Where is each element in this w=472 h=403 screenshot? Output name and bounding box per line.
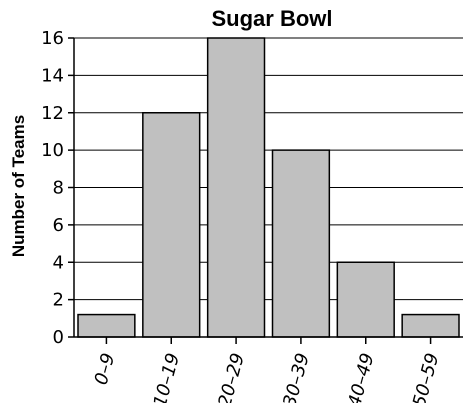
x-tick-label: 30–39 — [279, 351, 313, 403]
y-tick-label: 16 — [41, 28, 64, 49]
x-tick-label: 20–29 — [214, 351, 248, 403]
y-tick-label: 12 — [41, 103, 64, 124]
x-tick-label: 0–9 — [91, 351, 120, 387]
y-tick-label: 2 — [53, 290, 64, 311]
y-tick-labels: 0 2 4 6 8 10 12 14 16 — [41, 28, 64, 348]
x-tick-label: 50–59 — [409, 351, 443, 403]
x-tick-label: 10–19 — [150, 351, 184, 403]
bar-30-39 — [271, 149, 331, 338]
x-tick-label: 40–49 — [344, 351, 378, 403]
bar-0-9 — [77, 313, 136, 338]
y-tick-label: 4 — [53, 252, 64, 273]
y-tick-label: 6 — [53, 215, 64, 236]
bar-50-59 — [401, 313, 460, 338]
y-axis-label: Number of Teams — [9, 115, 28, 257]
axes — [68, 37, 463, 344]
chart-title: Sugar Bowl — [211, 6, 332, 31]
bar-40-49 — [336, 261, 395, 338]
bar-10-19 — [142, 112, 201, 338]
y-tick-label: 14 — [41, 65, 64, 86]
y-tick-label: 0 — [53, 327, 64, 348]
bar-20-29 — [206, 37, 266, 338]
bars — [77, 37, 460, 338]
x-tick-labels: 0–9 10–19 20–29 30–39 40–49 50–59 — [91, 351, 444, 403]
gridlines — [74, 37, 463, 301]
y-tick-label: 8 — [53, 178, 64, 199]
y-tick-label: 10 — [41, 140, 64, 161]
